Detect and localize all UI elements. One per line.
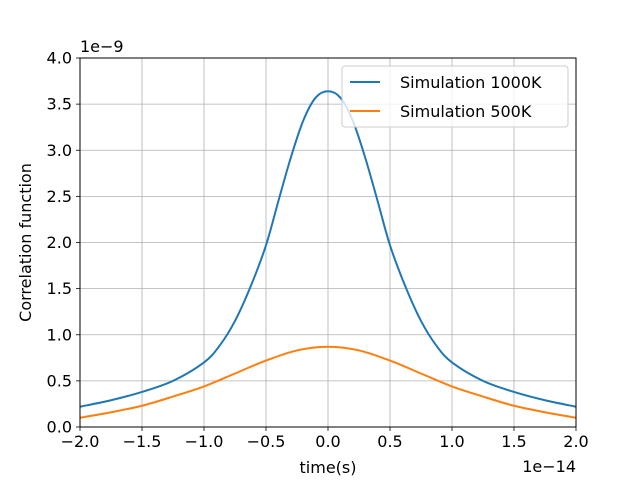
y-tick-label: 3.0 <box>47 141 72 160</box>
x-tick-label: 0.5 <box>377 432 402 451</box>
y-tick-label: 0.0 <box>47 418 72 437</box>
legend-label-1000k: Simulation 1000K <box>400 73 542 92</box>
y-tick-label: 2.5 <box>47 187 72 206</box>
y-offset-label: 1e−9 <box>80 37 124 56</box>
x-offset-label: 1e−14 <box>522 457 576 476</box>
legend-box <box>341 65 569 128</box>
series-lines <box>79 90 577 419</box>
series-line-1 <box>79 345 577 419</box>
y-tick-label: 2.0 <box>47 233 72 252</box>
x-tick-label: −2.0 <box>61 432 100 451</box>
x-tick-label: 1.5 <box>501 432 526 451</box>
y-axis-label: Correlation function <box>16 163 35 322</box>
y-tick-label: 4.0 <box>47 49 72 68</box>
x-tick-label: 2.0 <box>563 432 588 451</box>
y-tick-label: 3.5 <box>47 95 72 114</box>
legend: Simulation 1000K Simulation 500K <box>341 65 569 128</box>
y-tick-label: 1.0 <box>47 325 72 344</box>
series-line-0 <box>79 90 577 408</box>
x-axis-label: time(s) <box>300 458 357 477</box>
legend-label-500k: Simulation 500K <box>400 102 532 121</box>
axis-ticks: −2.0 −1.5 −1.0 −0.5 0.0 0.5 1.0 1.5 2.0 0.0 0.5 1.0… <box>47 49 589 452</box>
x-tick-label: 1.0 <box>439 432 464 451</box>
x-tick-label: −1.0 <box>185 432 224 451</box>
y-tick-label: 0.5 <box>47 371 72 390</box>
y-tick-label: 1.5 <box>47 279 72 298</box>
x-tick-label: −1.5 <box>123 432 162 451</box>
x-tick-label: −0.5 <box>247 432 286 451</box>
x-tick-label: 0.0 <box>315 432 340 451</box>
